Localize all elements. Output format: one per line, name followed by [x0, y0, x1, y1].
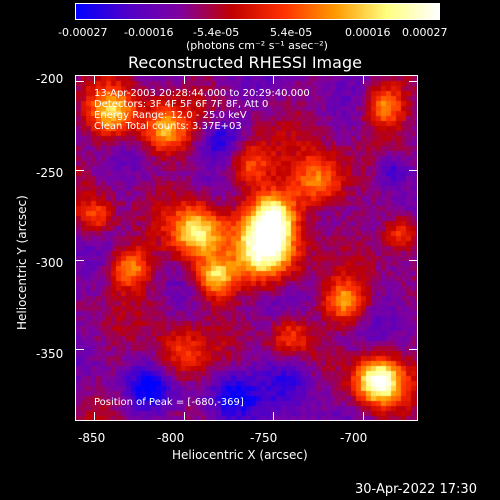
- x-tick-mark: [363, 76, 365, 84]
- heatmap-canvas: [76, 76, 417, 420]
- y-tick-mark: [76, 81, 84, 83]
- y-tick-mark: [409, 170, 417, 172]
- x-tick-mark: [183, 76, 185, 84]
- colorbar-tick-4: 5.4e-05: [270, 26, 313, 39]
- x-tick-mark: [93, 412, 95, 420]
- y-axis-label: Heliocentric Y (arcsec): [15, 195, 29, 330]
- y-tick-mark: [76, 259, 84, 261]
- heatmap-plot: [75, 75, 418, 421]
- y-tick-mark: [76, 348, 84, 350]
- colorbar-tick-5: 0.00016: [345, 26, 391, 39]
- x-tick-mark: [273, 412, 275, 420]
- y-tick-label: -250: [36, 166, 64, 180]
- info-detectors: Detectors: 3F 4F 5F 6F 7F 8F, Att 0: [94, 99, 269, 110]
- info-energy-range: Energy Range: 12.0 - 25.0 keV: [94, 110, 247, 121]
- x-tick-label: -750: [250, 431, 278, 445]
- y-tick-mark: [76, 170, 84, 172]
- y-tick-mark: [409, 81, 417, 83]
- colorbar: [75, 3, 440, 20]
- colorbar-tick-2: -0.00016: [124, 26, 174, 39]
- y-tick-label: -300: [36, 256, 64, 270]
- x-tick-label: -800: [157, 431, 185, 445]
- x-tick-mark: [273, 76, 275, 84]
- y-tick-label: -200: [36, 72, 64, 86]
- y-tick-mark: [409, 348, 417, 350]
- colorbar-tick-1: -0.00027: [58, 26, 108, 39]
- y-tick-mark: [409, 259, 417, 261]
- info-clean-counts: Clean Total counts: 3.37E+03: [94, 121, 242, 132]
- y-tick-label: -350: [36, 347, 64, 361]
- x-tick-mark: [183, 412, 185, 420]
- peak-position-label: Position of Peak = [-680,-369]: [94, 397, 244, 408]
- colorbar-tick-3: -5.4e-05: [193, 26, 240, 39]
- x-tick-label: -850: [78, 431, 106, 445]
- x-axis-label: Heliocentric X (arcsec): [172, 448, 308, 462]
- footer-timestamp: 30-Apr-2022 17:30: [355, 482, 477, 497]
- x-tick-mark: [93, 76, 95, 84]
- colorbar-tick-6: 0.00027: [402, 26, 448, 39]
- plot-title: Reconstructed RHESSI Image: [128, 53, 362, 72]
- info-time-range: 13-Apr-2003 20:28:44.000 to 20:29:40.000: [94, 88, 310, 99]
- colorbar-unit-label: (photons cm⁻² s⁻¹ asec⁻²): [186, 39, 328, 52]
- x-tick-mark: [363, 412, 365, 420]
- x-tick-label: -700: [340, 431, 368, 445]
